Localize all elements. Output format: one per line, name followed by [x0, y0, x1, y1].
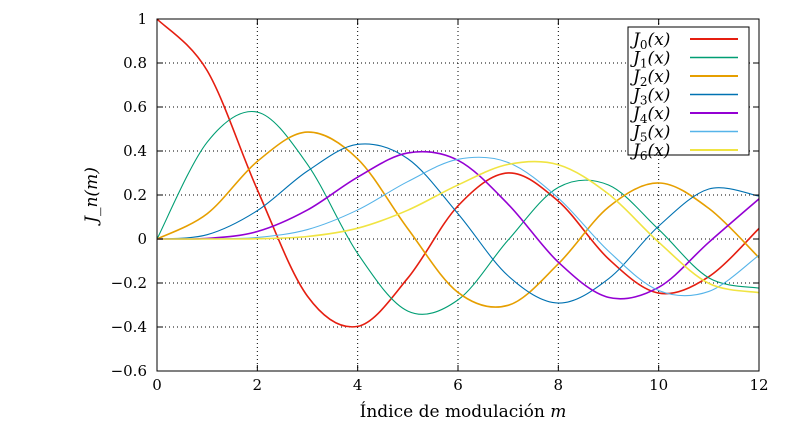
x-tick-label: 0 [152, 376, 162, 394]
legend-label-j4: J4(x) [630, 104, 670, 126]
x-tick-label: 2 [253, 376, 263, 394]
legend-label-j5: J5(x) [630, 123, 670, 145]
series-curves [156, 18, 760, 328]
y-tick-label: 0.4 [123, 142, 147, 160]
y-tick-label: 1 [137, 10, 147, 28]
series-line-j1 [156, 110, 760, 315]
series-line-j6 [156, 160, 760, 294]
legend-label-j3: J3(x) [630, 86, 670, 108]
x-tick-label: 12 [749, 376, 768, 394]
legend-box [627, 26, 750, 156]
series-line-j5 [156, 156, 760, 297]
y-tick-label: 0.2 [123, 186, 147, 204]
series-line-j3 [156, 143, 760, 304]
legend-label-j0: J0(x) [630, 30, 670, 52]
y-tick-label: −0.2 [111, 274, 147, 292]
x-tick-label: 8 [554, 376, 564, 394]
series-line-j4 [156, 150, 760, 300]
legend: J0(x)J1(x)J2(x)J3(x)J4(x)J5(x)J6(x) [627, 26, 750, 163]
x-tick-label: 4 [353, 376, 363, 394]
x-tick-label: 10 [649, 376, 668, 394]
series-line-j2 [156, 131, 760, 308]
x-axis-label: Índice de modulación m [360, 401, 567, 422]
y-axis-label: J_n(m) [82, 167, 102, 226]
y-tick-label: 0 [137, 230, 147, 248]
y-tick-label: 0.6 [123, 98, 147, 116]
ticks: 0 2 4 6 8 10 12 −0.6 −0.4 −0.2 0 0.2 0.4 0.6 0.8 1 [111, 10, 769, 394]
y-tick-label: −0.6 [111, 362, 147, 380]
legend-label-j1: J1(x) [630, 49, 670, 71]
legend-label-j6: J6(x) [630, 141, 670, 163]
y-tick-label: 0.8 [123, 54, 147, 72]
legend-label-j2: J2(x) [630, 67, 670, 89]
series-line-j0 [156, 18, 760, 328]
y-tick-label: −0.4 [111, 318, 147, 336]
x-tick-label: 6 [453, 376, 463, 394]
